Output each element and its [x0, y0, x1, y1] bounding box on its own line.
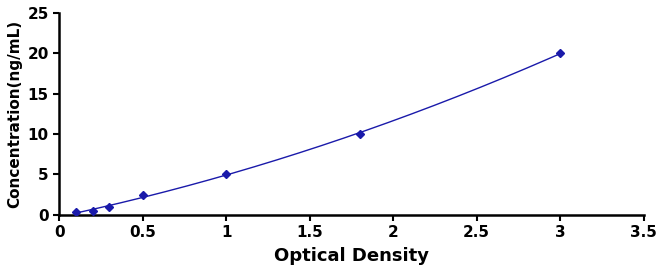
Y-axis label: Concentration(ng/mL): Concentration(ng/mL) [7, 20, 22, 208]
X-axis label: Optical Density: Optical Density [274, 247, 429, 265]
